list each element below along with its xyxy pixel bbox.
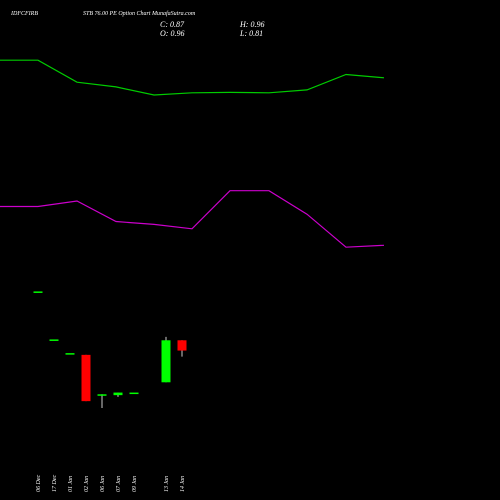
candle: [65, 353, 75, 355]
candle-body: [97, 394, 107, 396]
series-line-purple: [0, 190, 385, 248]
x-tick-label: 14 Jan: [179, 476, 186, 492]
line-series-layer: [0, 59, 385, 248]
x-tick-label: 13 Jan: [164, 476, 170, 492]
candle: [161, 336, 171, 383]
candle: [81, 354, 91, 402]
x-axis-ticks: 06 Dec 17 Dec 01 Jan 02 Jan 06 Jan 07 Jan 09 J…: [36, 475, 186, 492]
candle-layer: [33, 291, 187, 408]
candle-body: [129, 392, 139, 395]
series-line-green: [0, 59, 385, 96]
candle-body: [161, 340, 171, 383]
x-tick-label: 01 Jan: [68, 476, 74, 492]
candle-body: [177, 340, 187, 351]
candle: [113, 392, 123, 397]
chart-subtitle: STB 76.00 PE Option Chart MunafaSutra.co…: [83, 10, 196, 17]
x-tick-label: 17 Dec: [52, 475, 58, 492]
x-tick-label: 09 Jan: [132, 476, 138, 492]
x-tick-label: 06 Dec: [36, 475, 42, 492]
candle: [129, 392, 139, 395]
open-readout: O: 0.96: [160, 29, 184, 38]
low-readout: L: 0.81: [239, 29, 263, 38]
candle-body: [33, 291, 43, 293]
candle-body: [81, 354, 91, 402]
candle-body: [65, 353, 75, 355]
candle-body: [49, 339, 59, 341]
candle: [49, 339, 59, 341]
x-tick-label: 07 Jan: [116, 476, 122, 492]
close-readout: C: 0.87: [160, 20, 185, 29]
candle: [177, 340, 187, 357]
chart-symbol: IDFCFIRB: [10, 11, 38, 17]
x-tick-label: 02 Jan: [84, 476, 90, 492]
candle: [33, 291, 43, 293]
candle-body: [113, 392, 123, 396]
x-tick-label: 06 Jan: [100, 476, 106, 492]
candle: [97, 394, 107, 408]
high-readout: H: 0.96: [239, 20, 264, 29]
